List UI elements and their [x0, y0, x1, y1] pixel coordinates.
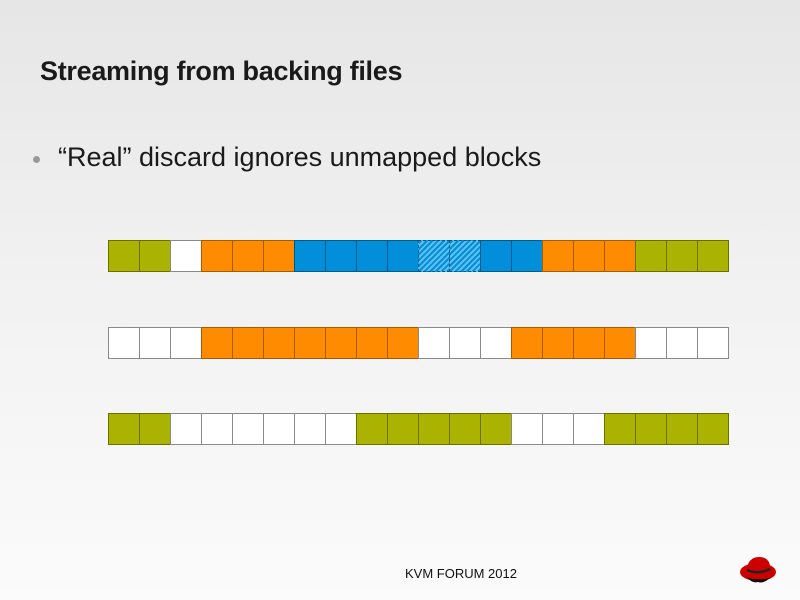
block-cell: [356, 413, 388, 445]
block-cell: [108, 240, 140, 272]
block-cell: [294, 240, 326, 272]
block-cell: [511, 327, 543, 359]
block-cell: [387, 327, 419, 359]
block-cell: [170, 240, 202, 272]
block-cell: [294, 413, 326, 445]
block-cell: [449, 240, 481, 272]
block-cell: [387, 240, 419, 272]
block-cell: [542, 413, 574, 445]
block-cell: [139, 327, 171, 359]
block-cell: [511, 240, 543, 272]
block-strip-bottom: [108, 413, 729, 445]
slide-title: Streaming from backing files: [40, 56, 403, 86]
block-cell: [325, 327, 357, 359]
block-cell: [635, 240, 667, 272]
block-cell: [666, 240, 698, 272]
block-cell: [108, 327, 140, 359]
block-cell: [666, 327, 698, 359]
block-cell: [697, 240, 729, 272]
block-cell: [604, 327, 636, 359]
block-cell: [697, 327, 729, 359]
block-cell: [511, 413, 543, 445]
block-cell: [480, 327, 512, 359]
block-cell: [356, 240, 388, 272]
block-cell: [201, 327, 233, 359]
block-cell: [356, 327, 388, 359]
block-cell: [325, 413, 357, 445]
block-cell: [542, 240, 574, 272]
block-cell: [232, 327, 264, 359]
block-cell: [201, 413, 233, 445]
bullet-text: “Real” discard ignores unmapped blocks: [58, 142, 542, 172]
block-cell: [697, 413, 729, 445]
block-cell: [263, 327, 295, 359]
bullet-dot-icon: [33, 156, 40, 163]
block-cell: [635, 327, 667, 359]
block-cell: [387, 413, 419, 445]
block-cell: [604, 240, 636, 272]
block-cell: [325, 240, 357, 272]
block-cell: [139, 413, 171, 445]
block-cell: [449, 327, 481, 359]
block-cell: [263, 240, 295, 272]
bullet-item: “Real” discard ignores unmapped blocks: [33, 142, 541, 173]
block-cell: [573, 327, 605, 359]
block-strip-top: [108, 240, 729, 272]
block-cell: [418, 327, 450, 359]
block-cell: [418, 240, 450, 272]
block-cell: [201, 240, 233, 272]
footer-text: KVM FORUM 2012: [405, 566, 517, 581]
block-cell: [604, 413, 636, 445]
block-cell: [232, 240, 264, 272]
block-cell: [170, 327, 202, 359]
block-cell: [666, 413, 698, 445]
block-strip-middle: [108, 327, 729, 359]
block-cell: [294, 327, 326, 359]
redhat-logo-icon: [738, 552, 778, 586]
block-cell: [232, 413, 264, 445]
block-cell: [480, 413, 512, 445]
block-cell: [170, 413, 202, 445]
block-cell: [139, 240, 171, 272]
block-cell: [108, 413, 140, 445]
block-cell: [635, 413, 667, 445]
block-cell: [418, 413, 450, 445]
block-cell: [573, 240, 605, 272]
block-cell: [263, 413, 295, 445]
block-cell: [573, 413, 605, 445]
block-cell: [542, 327, 574, 359]
block-cell: [449, 413, 481, 445]
block-cell: [480, 240, 512, 272]
